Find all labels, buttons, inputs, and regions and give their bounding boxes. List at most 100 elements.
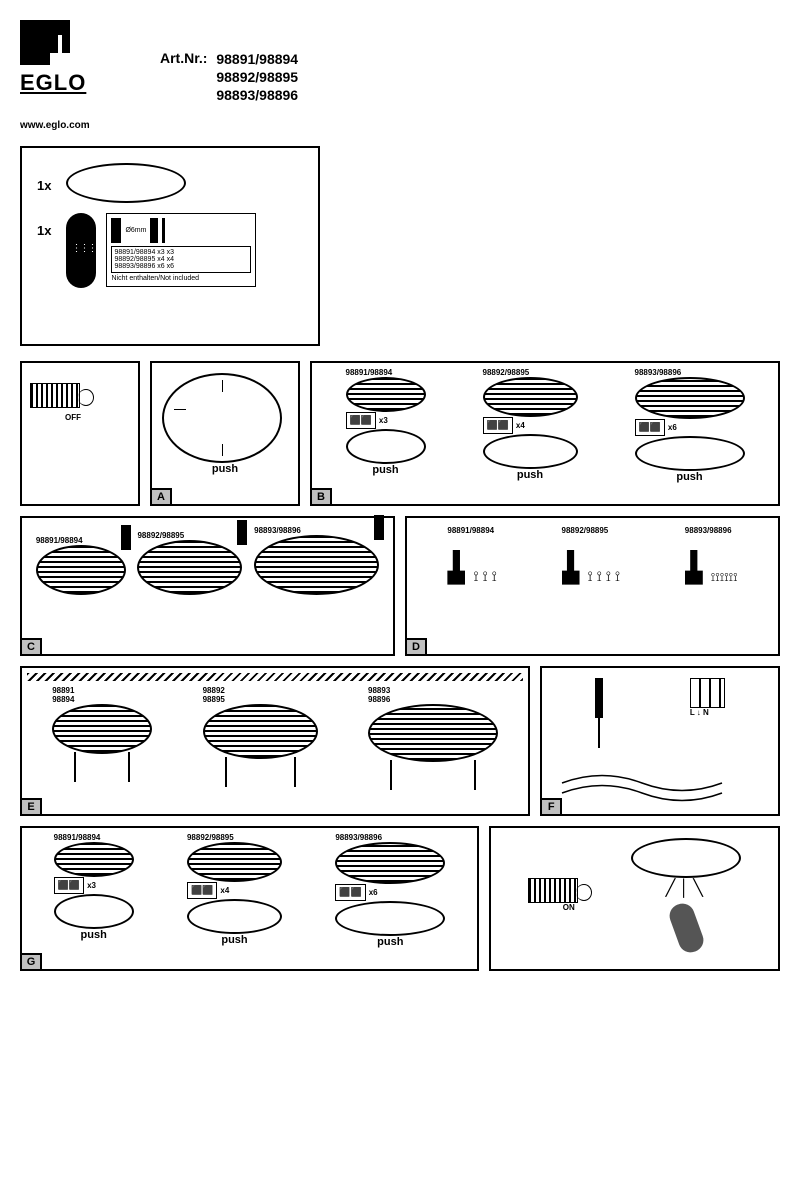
lamp-icon	[335, 901, 445, 936]
hw-icon: ⬛⬛	[483, 417, 513, 434]
artnr-row: 98893/98896	[216, 86, 298, 104]
screw-icon	[111, 218, 121, 243]
on-label: ON	[563, 903, 578, 912]
drill-icon	[562, 550, 580, 585]
screw-icon	[162, 218, 165, 243]
variant: 98891/98894 ⟟ ⟟ ⟟	[447, 526, 496, 585]
lamp-qty: 1x	[37, 178, 51, 193]
model-label: 98891/98894	[36, 536, 126, 545]
hw-icon: ⬛⬛	[635, 419, 665, 436]
qty-label: x3	[379, 416, 388, 425]
lamp-icon	[346, 429, 426, 464]
lamp-internal-icon	[36, 545, 126, 595]
variant: 98893/98896	[254, 526, 379, 595]
drill-icon	[685, 550, 703, 585]
variant: 98891/98894	[36, 536, 126, 595]
terminal-block-icon: L ↓ N	[690, 678, 725, 748]
wiring-icon	[552, 758, 768, 813]
screw-icon	[121, 525, 131, 550]
remote-qty: 1x	[37, 223, 51, 238]
lamp-icon	[483, 434, 578, 469]
breaker-on: ON	[528, 878, 578, 912]
panel-f: L ↓ N F	[540, 666, 780, 816]
panel-label: A	[150, 488, 172, 506]
artnr-row: 98892/98895	[216, 68, 298, 86]
hardware-box: Ø6mm 98891/98894 x3 x3 98892/98895 x4 x4…	[106, 213, 256, 287]
model-label: 98893/98896	[685, 526, 738, 535]
artnr-list: 98891/98894 98892/98895 98893/98896	[216, 50, 298, 105]
variant: 98892/98895	[137, 531, 242, 595]
lamp-on: ╱│╲	[631, 838, 741, 953]
power-on-panel: ON ╱│╲	[489, 826, 780, 971]
variant: 98892/98895 ⬛⬛x4 push	[187, 833, 282, 948]
lamp-icon	[54, 894, 134, 929]
variant: 98892/98895 ⟟ ⟟ ⟟ ⟟	[562, 526, 621, 585]
model-label: 98893/98896	[335, 833, 445, 842]
lamp-mounted-icon	[52, 704, 152, 754]
variant: 98893/98896 ⬛⬛x6 push	[635, 368, 745, 483]
push-label: push	[187, 934, 282, 946]
qty-label: x3	[87, 881, 96, 890]
lamp-mounted-icon	[203, 704, 318, 759]
m1: 98893	[368, 686, 390, 695]
variant: 98892/98895 ⬛⬛x4 push	[483, 368, 578, 483]
variant: 98893/98896 ⟟⟟⟟⟟⟟⟟	[685, 526, 738, 585]
contents-panel: 1x 1x Ø6mm 98891/98894 x3 x3 98892/98895…	[20, 146, 320, 346]
panel-e: 9889198894 9889298895 9889398896	[20, 666, 530, 816]
panel-g: 98891/98894 ⬛⬛x3 push 98892/98895 ⬛⬛x4 p…	[20, 826, 479, 971]
model-label: 98891/98894	[447, 526, 496, 535]
anchor-icon	[150, 218, 158, 243]
m2: 98896	[368, 695, 390, 704]
push-label: push	[335, 936, 445, 948]
hw-row: 98891/98894 x3 x3	[114, 249, 248, 256]
ceiling-icon	[27, 673, 523, 681]
model-label: 98892/98895	[187, 833, 282, 842]
lamp-icon	[162, 373, 282, 463]
model-label: 98891/98894	[54, 833, 134, 842]
screw-icon	[237, 520, 247, 545]
m2: 98894	[52, 695, 74, 704]
hw-row: 98893/98896 x6 x6	[114, 263, 248, 270]
not-included: Nicht enthalten/Not included	[111, 275, 251, 282]
panel-label: C	[20, 638, 42, 656]
variant: 98891/98894 ⬛⬛x3 push	[346, 368, 426, 483]
panel-c: 98891/98894 98892/98895 98893/98896	[20, 516, 395, 656]
panel-label: B	[310, 488, 332, 506]
hw-icon: ⬛⬛	[335, 884, 365, 901]
model-label: 98892/98895	[562, 526, 621, 535]
lamp-internal-icon	[137, 540, 242, 595]
lamp-icon	[635, 436, 745, 471]
remote-icon	[66, 213, 96, 288]
hw-icon: ⬛⬛	[54, 877, 84, 894]
lamp-icon	[187, 899, 282, 934]
website-url: www.eglo.com	[20, 120, 780, 131]
push-label: push	[635, 471, 745, 483]
screwdriver-icon	[595, 678, 603, 748]
light-rays-icon: ╱│╲	[631, 878, 741, 898]
lamp-icon	[631, 838, 741, 878]
header: EGLO Art.Nr.: 98891/98894 98892/98895 98…	[20, 20, 780, 105]
logo-text: EGLO	[20, 70, 100, 96]
push-label: push	[54, 929, 134, 941]
panel-b: 98891/98894 ⬛⬛x3 push 98892/98895 ⬛⬛x4 p…	[310, 361, 780, 506]
push-label: push	[483, 469, 578, 481]
model-label: 98891/98894	[346, 368, 426, 377]
panel-a: push A	[150, 361, 300, 506]
article-numbers: Art.Nr.: 98891/98894 98892/98895 98893/9…	[160, 50, 298, 105]
panel-label: D	[405, 638, 427, 656]
panel-label: E	[20, 798, 42, 816]
model-label: 98892/98895	[137, 531, 242, 540]
lamp-internal-icon	[54, 842, 134, 877]
model-label: 98892/98895	[483, 368, 578, 377]
lamp-internal-icon	[254, 535, 379, 595]
screw-icon	[374, 515, 384, 540]
items-column: Ø6mm 98891/98894 x3 x3 98892/98895 x4 x4…	[66, 163, 256, 288]
qty-label: x4	[516, 421, 525, 430]
artnr-label: Art.Nr.:	[160, 50, 207, 66]
variant: 9889298895	[203, 686, 318, 762]
model-label: 98893/98896	[254, 526, 379, 535]
push-label: push	[162, 463, 288, 475]
variant: 9889198894	[52, 686, 152, 762]
artnr-row: 98891/98894	[216, 50, 298, 68]
remote-icon	[666, 900, 707, 956]
